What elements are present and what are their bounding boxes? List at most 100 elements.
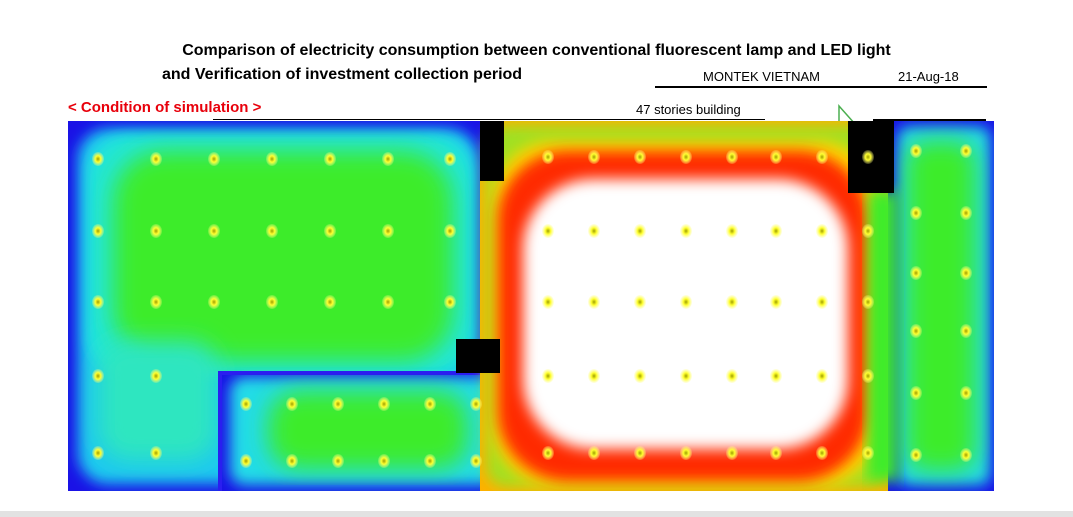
- footer-bar: [0, 511, 1073, 517]
- light-fixture-dot-icon: [910, 144, 922, 158]
- light-fixture-dot-icon: [470, 397, 482, 411]
- light-fixture-dot-icon: [960, 266, 972, 280]
- light-fixture-dot-icon: [286, 454, 298, 468]
- light-fixture-dot-icon: [444, 152, 456, 166]
- document-title-line-2: and Verification of investment collectio…: [162, 66, 523, 83]
- light-fixture-dot-icon: [324, 152, 336, 166]
- light-fixture-dot-icon: [208, 152, 220, 166]
- light-fixture-dot-icon: [960, 448, 972, 462]
- light-fixture-dot-icon: [770, 446, 782, 460]
- lighting-simulation-floor-plan: [68, 121, 998, 491]
- light-fixture-dot-icon: [726, 224, 738, 238]
- light-fixture-dot-icon: [324, 295, 336, 309]
- light-fixture-dot-icon: [726, 369, 738, 383]
- light-fixture-dot-icon: [382, 224, 394, 238]
- light-fixture-dot-icon: [382, 152, 394, 166]
- light-fixture-dot-icon: [770, 369, 782, 383]
- light-fixture-dot-icon: [208, 295, 220, 309]
- light-fixture-dot-icon: [240, 454, 252, 468]
- light-fixture-dot-icon: [424, 397, 436, 411]
- light-fixture-dot-icon: [382, 295, 394, 309]
- light-fixture-dot-icon: [378, 397, 390, 411]
- light-fixture-dot-icon: [816, 369, 828, 383]
- light-fixture-dot-icon: [266, 295, 278, 309]
- light-fixture-dot-icon: [726, 446, 738, 460]
- light-fixture-dot-icon: [286, 397, 298, 411]
- light-fixture-dot-icon: [266, 152, 278, 166]
- lower-room-zone: [218, 371, 500, 491]
- light-fixture-dot-icon: [150, 369, 162, 383]
- light-fixture-dot-icon: [910, 324, 922, 338]
- light-fixture-dot-icon: [378, 454, 390, 468]
- light-fixture-dot-icon: [910, 266, 922, 280]
- light-fixture-dot-icon: [680, 150, 692, 164]
- light-fixture-dot-icon: [910, 206, 922, 220]
- light-fixture-dot-icon: [92, 369, 104, 383]
- light-fixture-dot-icon: [816, 295, 828, 309]
- column-middle: [456, 339, 500, 373]
- light-fixture-dot-icon: [680, 446, 692, 460]
- light-fixture-dot-icon: [150, 295, 162, 309]
- plan-top-rule: [213, 119, 765, 120]
- light-fixture-dot-icon: [542, 150, 554, 164]
- light-fixture-dot-icon: [332, 454, 344, 468]
- light-fixture-dot-icon: [680, 295, 692, 309]
- light-fixture-dot-icon: [960, 206, 972, 220]
- light-fixture-dot-icon: [588, 446, 600, 460]
- company-name: MONTEK VIETNAM: [703, 69, 821, 84]
- light-fixture-dot-icon: [92, 446, 104, 460]
- light-fixture-dot-icon: [816, 150, 828, 164]
- light-fixture-dot-icon: [588, 150, 600, 164]
- light-fixture-dot-icon: [588, 295, 600, 309]
- light-fixture-dot-icon: [680, 224, 692, 238]
- light-fixture-dot-icon: [542, 446, 554, 460]
- light-fixture-dot-icon: [816, 224, 828, 238]
- light-fixture-dot-icon: [680, 369, 692, 383]
- light-fixture-dot-icon: [910, 386, 922, 400]
- light-fixture-dot-icon: [770, 150, 782, 164]
- light-fixture-dot-icon: [542, 369, 554, 383]
- light-fixture-dot-icon: [208, 224, 220, 238]
- light-fixture-dot-icon: [770, 224, 782, 238]
- light-fixture-dot-icon: [726, 295, 738, 309]
- light-fixture-dot-icon: [150, 224, 162, 238]
- light-fixture-dot-icon: [862, 224, 874, 238]
- light-fixture-dot-icon: [444, 224, 456, 238]
- light-fixture-dot-icon: [542, 295, 554, 309]
- light-fixture-dot-icon: [332, 397, 344, 411]
- light-fixture-dot-icon: [92, 295, 104, 309]
- light-fixture-dot-icon: [150, 152, 162, 166]
- light-fixture-dot-icon: [862, 150, 874, 164]
- header-rule: [655, 86, 987, 88]
- light-fixture-dot-icon: [816, 446, 828, 460]
- light-fixture-dot-icon: [324, 224, 336, 238]
- light-fixture-dot-icon: [862, 369, 874, 383]
- document-title-line-1: Comparison of electricity consumption be…: [182, 42, 891, 59]
- light-fixture-dot-icon: [770, 295, 782, 309]
- light-fixture-dot-icon: [542, 224, 554, 238]
- column-top-left: [480, 121, 504, 181]
- building-info: 47 stories building: [636, 102, 741, 117]
- light-fixture-dot-icon: [862, 295, 874, 309]
- light-fixture-dot-icon: [470, 454, 482, 468]
- light-fixture-dot-icon: [960, 144, 972, 158]
- document-date: 21-Aug-18: [898, 69, 959, 84]
- section-heading: < Condition of simulation >: [68, 99, 262, 116]
- plan-right-edge: [994, 121, 998, 491]
- light-fixture-dot-icon: [588, 369, 600, 383]
- light-fixture-dot-icon: [92, 224, 104, 238]
- plan-top-rule-right: [873, 119, 986, 121]
- light-fixture-dot-icon: [634, 446, 646, 460]
- light-fixtures: [92, 144, 972, 468]
- light-fixture-dot-icon: [634, 224, 646, 238]
- light-fixture-dot-icon: [634, 295, 646, 309]
- light-fixture-dot-icon: [960, 324, 972, 338]
- light-fixture-dot-icon: [150, 446, 162, 460]
- light-fixture-dot-icon: [634, 150, 646, 164]
- light-fixture-dot-icon: [634, 369, 646, 383]
- light-fixture-dot-icon: [444, 295, 456, 309]
- light-fixture-dot-icon: [588, 224, 600, 238]
- light-fixture-dot-icon: [92, 152, 104, 166]
- light-fixture-dot-icon: [862, 446, 874, 460]
- light-fixture-dot-icon: [960, 386, 972, 400]
